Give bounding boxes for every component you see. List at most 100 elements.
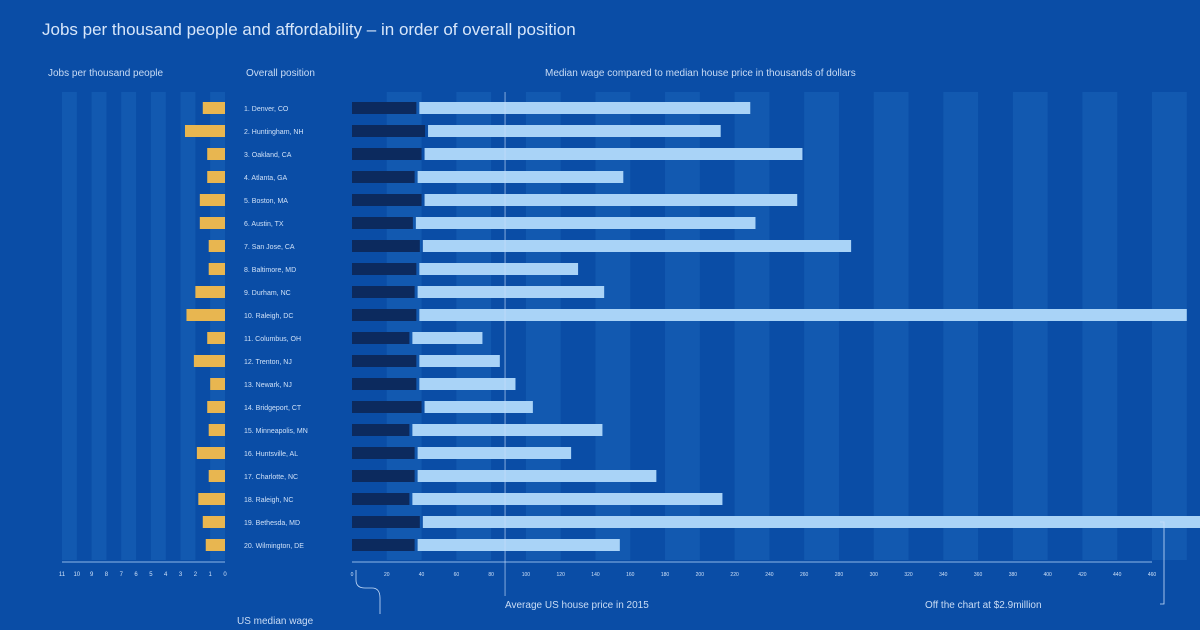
wage-tick-label: 120 [557, 572, 566, 578]
jobs-bar [208, 240, 225, 252]
median-wage-bar [352, 148, 422, 160]
wage-grid-stripe [456, 92, 492, 560]
jobs-bar [208, 424, 225, 436]
city-label: 7. San Jose, CA [244, 244, 295, 251]
city-label: 1. Denver, CO [244, 106, 289, 113]
house-price-bar [428, 125, 721, 137]
house-price-bar [417, 470, 657, 482]
median-wage-bar [352, 539, 415, 551]
house-price-bar [422, 516, 1200, 528]
median-wage-bar [352, 332, 410, 344]
median-wage-bar [352, 171, 415, 183]
city-label: 11. Columbus, OH [244, 336, 301, 343]
jobs-tick-label: 3 [179, 572, 183, 578]
jobs-bar [198, 493, 225, 505]
median-wage-bar [352, 470, 415, 482]
median-wage-bar [352, 240, 420, 252]
jobs-column-header: Jobs per thousand people [48, 68, 164, 79]
jobs-tick-label: 5 [149, 572, 153, 578]
wage-grid-stripe [734, 92, 770, 560]
wage-tick-label: 20 [384, 572, 390, 578]
wage-grid-stripe [804, 92, 839, 560]
house-price-bar [417, 286, 605, 298]
wage-grid-stripe [1152, 92, 1187, 560]
city-label: 12. Trenton, NJ [244, 359, 292, 366]
city-label: 4. Atlanta, GA [244, 175, 288, 182]
jobs-grid-stripe [62, 92, 77, 560]
median-wage-bar [352, 401, 422, 413]
wage-tick-label: 140 [591, 572, 600, 578]
jobs-grid-stripe [180, 92, 196, 560]
rank-column-header: Overall position [246, 68, 315, 79]
city-label: 16. Huntsville, AL [244, 451, 298, 458]
wage-tick-label: 320 [904, 572, 913, 578]
house-price-bar [422, 240, 852, 252]
city-label: 6. Austin, TX [244, 221, 284, 228]
city-label: 18. Raleigh, NC [244, 497, 293, 504]
jobs-grid-stripe [150, 92, 166, 560]
jobs-bar [208, 263, 225, 275]
average-house-price-label: Average US house price in 2015 [505, 600, 649, 611]
wage-tick-label: 400 [1043, 572, 1052, 578]
median-wage-bracket [355, 570, 381, 614]
median-wage-bar [352, 378, 417, 390]
off-chart-label: Off the chart at $2.9million [925, 600, 1042, 611]
wage-grid-stripe [665, 92, 700, 560]
city-label: 3. Oakland, CA [244, 152, 292, 159]
jobs-bar [207, 401, 225, 413]
median-wage-bar [352, 309, 417, 321]
city-label: 15. Minneapolis, MN [244, 428, 308, 435]
jobs-tick-label: 2 [194, 572, 198, 578]
jobs-bar [210, 378, 225, 390]
jobs-bar [184, 125, 225, 137]
median-wage-bar [352, 194, 422, 206]
wage-tick-label: 460 [1148, 572, 1157, 578]
jobs-bar [202, 102, 225, 114]
wage-tick-label: 200 [696, 572, 705, 578]
wage-grid-stripe [595, 92, 631, 560]
wage-tick-label: 260 [800, 572, 809, 578]
jobs-tick-label: 7 [120, 572, 124, 578]
wage-tick-label: 300 [870, 572, 879, 578]
city-label: 5. Boston, MA [244, 198, 288, 205]
median-wage-bar [352, 447, 415, 459]
wage-tick-label: 80 [488, 572, 494, 578]
wage-tick-label: 360 [974, 572, 983, 578]
wage-grid-stripe [873, 92, 909, 560]
jobs-bar [208, 470, 225, 482]
city-label: 19. Bethesda, MD [244, 520, 300, 527]
house-price-bar [419, 378, 516, 390]
jobs-grid-stripe [121, 92, 137, 560]
wage-column-header: Median wage compared to median house pri… [545, 68, 856, 79]
median-wage-label: US median wage [237, 616, 314, 627]
jobs-tick-label: 11 [59, 572, 66, 578]
wage-tick-label: 180 [661, 572, 670, 578]
jobs-bar [196, 447, 225, 459]
house-price-bar [417, 447, 572, 459]
jobs-tick-label: 8 [105, 572, 109, 578]
jobs-bar [199, 217, 225, 229]
house-price-bar [419, 102, 751, 114]
jobs-tick-label: 9 [90, 572, 94, 578]
wage-grid-stripe [943, 92, 979, 560]
house-price-bar [424, 194, 798, 206]
jobs-tick-label: 0 [223, 572, 227, 578]
wage-tick-label: 420 [1078, 572, 1087, 578]
house-price-bar [417, 171, 624, 183]
jobs-tick-label: 6 [134, 572, 138, 578]
wage-tick-label: 380 [1009, 572, 1018, 578]
house-price-bar [412, 493, 723, 505]
jobs-grid-stripe [91, 92, 107, 560]
jobs-bar [193, 355, 225, 367]
median-wage-bar [352, 516, 420, 528]
median-wage-bar [352, 424, 410, 436]
jobs-bar [195, 286, 225, 298]
jobs-bar [199, 194, 225, 206]
wage-tick-label: 280 [835, 572, 844, 578]
city-label: 8. Baltimore, MD [244, 267, 296, 274]
city-label: 20. Wilmington, DE [244, 543, 304, 550]
wage-tick-label: 0 [351, 572, 354, 578]
wage-tick-label: 340 [939, 572, 948, 578]
jobs-grid-stripe [210, 92, 225, 560]
jobs-bar [207, 148, 225, 160]
